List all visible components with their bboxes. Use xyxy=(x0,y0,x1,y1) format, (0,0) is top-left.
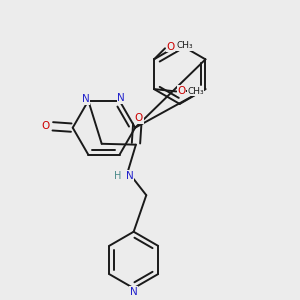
Text: N: N xyxy=(82,94,90,104)
Text: N: N xyxy=(117,93,125,103)
Text: O: O xyxy=(178,86,186,96)
Text: N: N xyxy=(130,287,137,297)
Text: O: O xyxy=(135,113,143,123)
Text: H: H xyxy=(114,171,122,181)
Text: N: N xyxy=(126,171,134,181)
Text: CH₃: CH₃ xyxy=(176,41,193,50)
Text: O: O xyxy=(166,42,175,52)
Text: CH₃: CH₃ xyxy=(187,87,204,96)
Text: O: O xyxy=(42,121,50,131)
